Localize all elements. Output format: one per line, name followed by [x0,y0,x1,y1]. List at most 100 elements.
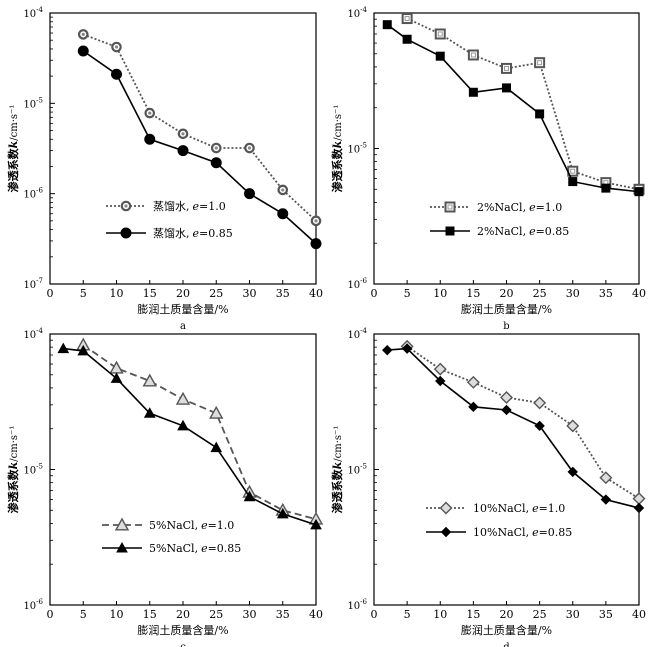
panel-a-x-tick-label: 25 [209,287,223,300]
panel-a-panel-label: a [180,321,186,332]
panel-b-plot-frame [373,12,640,285]
panel-d-y-tick-label: 10-4 [347,327,367,341]
panel-c-x-tick-label: 5 [80,608,87,621]
panel-b-x-tick-label: 0 [371,287,378,300]
panel-b-series-1-point-inner [437,31,443,37]
panel-d-series-2-point [633,502,645,514]
panel-b-x-tick-label: 40 [632,287,646,300]
panel-a-y-tick-label: 10-7 [23,277,43,291]
panel-b-legend-marker-1 [444,201,456,213]
panel-d-legend-entry-1: 10%NaCl, e=1.0 [426,501,565,515]
panel-c-series-1-point [209,405,224,419]
panel-c-legend-entry-1: 5%NaCl, e=1.0 [102,517,234,532]
panel-d-legend-entry-2: 10%NaCl, e=0.85 [426,526,572,539]
panel-d-series-2-point [501,404,512,416]
panel-d-series-2-point [534,420,545,432]
panel-b-legend-label-1: 2%NaCl, e=1.0 [477,201,562,214]
panel-d-plot-frame [373,333,640,606]
panel-c-series-1-point [142,373,157,387]
panel-b-series-2-point [568,177,578,187]
panel-b-panel-label: b [503,321,509,332]
panel-c-x-tick-label: 10 [110,608,124,621]
panel-d-series-1-point [566,419,580,433]
panel-d-y-tick-label: 10-6 [347,598,367,612]
panel-c-series-2-point [143,407,156,418]
panel-a-y-tick-label: 10-5 [23,96,43,110]
panel-a-legend-label-2: 蒸馏水, e=0.85 [153,226,233,240]
panel-d-legend-label-2: 10%NaCl, e=0.85 [473,526,572,539]
panel-c-series-2-point [276,507,289,519]
panel-c-x-axis-label: 膨润土质量含量/% [137,623,228,637]
panel-a-x-tick-label: 20 [176,287,190,300]
panel-a-x-tick-label: 40 [309,287,323,300]
panel-d-legend-marker-2 [440,526,452,538]
panel-d-series-1-point [433,362,447,376]
panel-a-legend-marker-1-inner [124,204,128,208]
panel-c-series-2-point [57,342,70,354]
panel-a-series-2-point [111,68,122,80]
panel-a-series-1-point-inner [214,146,218,150]
panel-d-x-tick-label: 35 [599,608,613,621]
panel-c-series-1-point [175,391,191,405]
panel-b-series-2-point [402,34,412,44]
panel-c-series-2-line [63,347,317,526]
panel-c-x-tick-label: 15 [143,608,157,621]
panel-b-series-1-line [406,17,640,191]
panel-d-series-2-line [387,347,640,509]
panel-d-series-2-point [468,401,479,413]
panel-a-x-tick-label: 10 [110,287,124,300]
panel-b-x-tick-label: 35 [599,287,613,300]
panel-a: 0 5 10 15 20 25 30 35 40 10-7 10-6 10-5 10-4 渗透系数k/cm… [6,6,323,332]
panel-c: 0 5 10 15 20 25 30 35 40 10-6 10-5 10-4 渗透系数k/cm·s⁻¹… [6,327,324,647]
panel-d-legend-label-1: 10%NaCl, e=1.0 [473,502,565,515]
panel-c-series-2-point [77,344,90,356]
panel-d-x-tick-label: 20 [500,608,514,621]
panel-c-y-tick-label: 10-6 [23,598,43,612]
panel-d-series-1 [400,339,646,506]
panel-a-series-1-point-inner [314,219,318,223]
panel-b-y-tick-label: 10-4 [347,6,367,20]
panel-a-series-2-point [77,45,89,57]
panel-c-x-tick-label: 40 [309,608,323,621]
panel-a-y-axis-label: 渗透系数k/cm·s⁻¹ [6,105,20,193]
panel-d-series-2-point [382,344,393,356]
panel-a-legend-entry-2: 蒸馏水, e=0.85 [106,226,233,240]
panel-c-x-tick-label: 0 [47,608,54,621]
panel-c-panel-label: c [180,642,186,647]
panel-a-series-1-point-inner [181,132,185,136]
panel-d-series-1-point [500,390,513,404]
panel-b-legend-entry-1: 2%NaCl, e=1.0 [430,201,562,214]
panel-d-y-tick-label: 10-5 [347,463,367,477]
panel-b-legend-marker-2 [445,226,455,236]
panel-b-series-1-point-inner [470,52,476,58]
panel-b-legend-label-2: 2%NaCl, e=0.85 [477,225,569,238]
panel-d-x-tick-label: 40 [632,608,646,621]
panel-b-x-tick-label: 30 [566,287,580,300]
panel-b-series-1-point [534,57,546,69]
panel-d-x-tick-label: 30 [566,608,580,621]
panel-c-series-2-point [310,518,322,530]
panel-c-series-2-point [110,372,123,383]
panel-c-series-2-point [243,490,256,502]
panel-a-series-1-point-inner [148,111,152,115]
panel-b-x-tick-label: 10 [433,287,447,300]
panel-d-x-tick-label: 25 [533,608,547,621]
panel-a-series-2-point [177,145,189,157]
panel-b-series-1 [401,13,645,195]
panel-c-plot-frame [49,333,317,606]
panel-d-panel-label: d [503,642,510,647]
panel-d-series-1-point [466,375,480,389]
panel-d-series-2-point [435,375,446,387]
panel-a-y-tick-label: 10-4 [23,6,43,20]
panel-b-legend-entry-2: 2%NaCl, e=0.85 [430,225,569,238]
panel-c-y-tick-label: 10-4 [23,327,43,341]
panel-d-series-1-point [632,492,646,506]
panel-b-series-2 [382,20,644,197]
panel-a-legend-entry-1: 蒸馏水, e=1.0 [106,199,226,213]
panel-c-legend-marker-1 [114,517,130,531]
panel-a-series-1 [77,29,322,227]
panel-d-legend-marker-1 [439,501,453,515]
panel-b-x-tick-label: 20 [500,287,514,300]
panel-b-series-1-point-inner [537,60,543,66]
panel-c-legend-marker-2 [116,541,128,553]
